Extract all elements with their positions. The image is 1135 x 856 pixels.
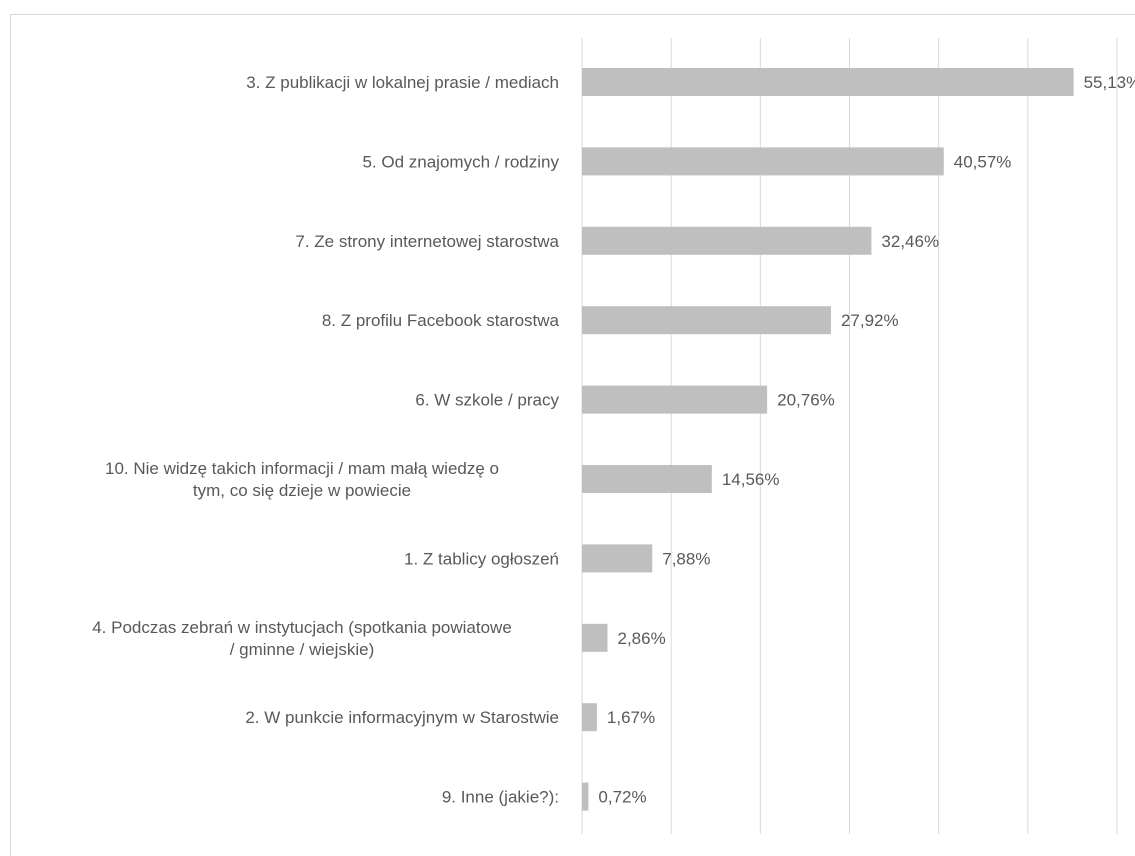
- bar: [582, 703, 597, 732]
- bars: [582, 68, 1074, 811]
- bar: [582, 782, 589, 811]
- bar: [582, 147, 944, 176]
- category-label: 7. Ze strony internetowej starostwa: [295, 232, 559, 251]
- category-label: 2. W punkcie informacyjnym w Starostwie: [245, 708, 559, 727]
- data-label: 14,56%: [722, 470, 780, 489]
- data-label: 32,46%: [881, 232, 939, 251]
- data-label: 27,92%: [841, 311, 899, 330]
- category-label: 10. Nie widzę takich informacji / mam ma…: [105, 459, 499, 478]
- data-label: 0,72%: [598, 788, 646, 807]
- bar: [582, 385, 768, 414]
- category-label: 8. Z profilu Facebook starostwa: [322, 311, 560, 330]
- value-labels: 55,13% 40,57% 32,46% 27,92% 20,76% 14,56% 7,88…: [598, 73, 1135, 807]
- data-label: 20,76%: [777, 391, 835, 410]
- category-label: 9. Inne (jakie?):: [442, 788, 559, 807]
- category-label: 5. Od znajomych / rodziny: [362, 152, 559, 171]
- bar: [582, 68, 1074, 96]
- data-label: 7,88%: [662, 549, 710, 568]
- bar: [582, 623, 608, 652]
- category-label: 6. W szkole / pracy: [415, 391, 559, 410]
- data-label: 2,86%: [618, 629, 666, 648]
- data-label: 1,67%: [607, 708, 655, 727]
- chart-frame: [10, 14, 1135, 856]
- bar: [582, 465, 712, 493]
- bar: [582, 226, 872, 255]
- bar: [582, 544, 653, 573]
- bar: [582, 306, 831, 335]
- category-label: 4. Podczas zebrań w instytucjach (spotka…: [92, 618, 512, 637]
- category-labels: 3. Z publikacji w lokalnej prasie / medi…: [92, 73, 559, 807]
- gridlines: [581, 38, 1118, 834]
- data-label: 55,13%: [1084, 73, 1135, 92]
- category-label: / gminne / wiejskie): [230, 640, 375, 659]
- category-label: tym, co się dzieje w powiecie: [193, 481, 411, 500]
- category-label: 3. Z publikacji w lokalnej prasie / medi…: [246, 73, 559, 92]
- category-label: 1. Z tablicy ogłoszeń: [404, 549, 559, 568]
- data-label: 40,57%: [954, 152, 1012, 171]
